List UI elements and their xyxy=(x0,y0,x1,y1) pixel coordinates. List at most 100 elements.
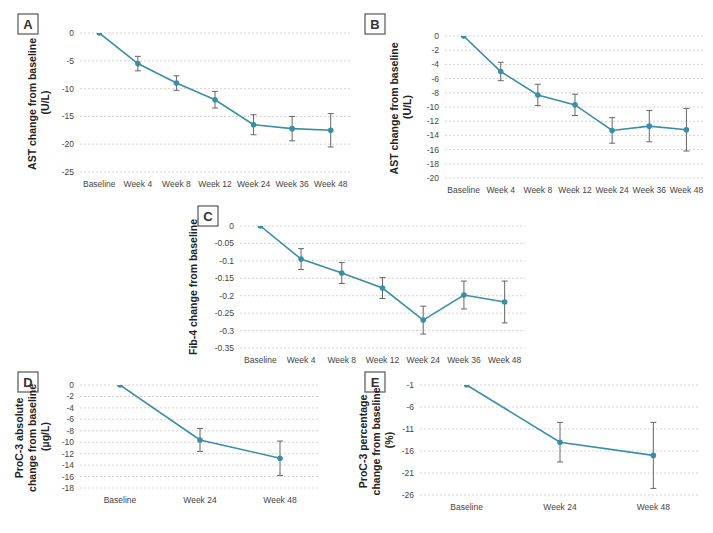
x-tick-label: Week 48 xyxy=(263,495,297,505)
error-bar-cap xyxy=(650,422,656,423)
grid-line xyxy=(240,330,525,331)
x-tick-label: Baseline xyxy=(447,185,480,195)
grid-line xyxy=(420,495,700,496)
x-tick-label: Week 24 xyxy=(595,185,629,195)
error-bar-cap xyxy=(298,269,304,270)
x-tick-label: Week 12 xyxy=(198,179,232,189)
data-point xyxy=(684,127,690,133)
y-axis-label-line: (U/L) xyxy=(401,95,413,119)
grid-line xyxy=(240,260,525,261)
grid-line xyxy=(80,488,320,489)
x-tick-label: Week 36 xyxy=(633,185,667,195)
error-bar-cap xyxy=(328,113,334,114)
y-tick-label: -18 xyxy=(62,483,75,493)
series-line xyxy=(464,36,687,130)
error-bar-cap xyxy=(380,298,386,299)
y-tick-label: -0.35 xyxy=(215,343,235,353)
y-tick-label: -0.15 xyxy=(215,273,235,283)
grid-line xyxy=(80,407,320,408)
data-point xyxy=(174,80,180,86)
error-bar-cap xyxy=(535,105,541,106)
x-tick-label: Baseline xyxy=(244,355,277,365)
y-axis-label-line: (%) xyxy=(383,432,395,448)
y-axis-label-line: AST change from baseline xyxy=(26,35,38,170)
panel-label-box xyxy=(18,14,38,34)
x-tick-label: Week 48 xyxy=(488,355,522,365)
error-bar xyxy=(646,111,652,142)
panel-label: B xyxy=(370,17,379,32)
x-tick-label: Baseline xyxy=(104,495,137,505)
error-bar-cap xyxy=(609,143,615,144)
y-tick-label: -8 xyxy=(431,88,439,98)
error-bar-cap xyxy=(197,451,203,452)
x-tick-label: Week 8 xyxy=(162,179,191,189)
y-axis-label-line: ProC-3 absolute xyxy=(13,395,25,478)
error-bar xyxy=(289,116,295,140)
error-bar-cap xyxy=(535,84,541,85)
plot-area xyxy=(258,226,508,334)
error-bar-cap xyxy=(557,462,563,463)
error-bar-cap xyxy=(461,308,467,309)
grid-line xyxy=(445,92,705,93)
panel: E-1-6-11-16-21-26BaselineWeek 24Week 48P… xyxy=(357,372,700,512)
grid-line xyxy=(240,226,525,227)
error-bar-cap xyxy=(646,110,652,111)
plot-area xyxy=(96,33,333,147)
error-bar-cap xyxy=(328,146,334,147)
y-tick-label: -6 xyxy=(66,414,74,424)
data-point xyxy=(557,439,563,445)
y-tick-label: -0.05 xyxy=(215,238,235,248)
grid-line xyxy=(445,135,705,136)
error-bar-cap xyxy=(173,90,179,91)
data-point xyxy=(646,123,652,129)
panel-label: C xyxy=(203,209,213,224)
error-bar-cap xyxy=(197,428,203,429)
error-bar-cap xyxy=(646,141,652,142)
y-tick-label: -0.2 xyxy=(219,291,234,301)
data-point xyxy=(535,92,541,98)
series-line xyxy=(120,385,280,458)
grid-line xyxy=(445,36,705,37)
data-point xyxy=(464,385,470,388)
error-bar-cap xyxy=(339,283,345,284)
x-tick-label: Week 24 xyxy=(407,355,441,365)
error-bar xyxy=(461,281,467,309)
error-bar-cap xyxy=(339,262,345,263)
y-axis-label-line: Fib-4 change from baseline xyxy=(187,219,199,355)
series-line xyxy=(260,226,504,320)
grid-line xyxy=(445,178,705,179)
grid-line xyxy=(445,149,705,150)
grid-line xyxy=(420,473,700,474)
data-point xyxy=(298,256,304,262)
error-bar-cap xyxy=(212,108,218,109)
grid-line xyxy=(80,172,350,173)
y-tick-label: -15 xyxy=(62,111,75,121)
error-bar-cap xyxy=(420,334,426,335)
x-tick-label: Week 48 xyxy=(670,185,704,195)
x-tick-label: Week 48 xyxy=(637,502,671,512)
data-point xyxy=(502,299,508,305)
y-tick-label: -26 xyxy=(402,490,415,500)
data-point xyxy=(328,128,334,134)
y-tick-label: -6 xyxy=(431,74,439,84)
x-tick-label: Week 24 xyxy=(237,179,271,189)
grid-line xyxy=(80,385,320,386)
data-point xyxy=(339,270,345,276)
series-line xyxy=(99,33,330,130)
error-bar-cap xyxy=(502,322,508,323)
error-bar xyxy=(420,306,426,334)
y-tick-label: -10 xyxy=(427,102,440,112)
y-tick-label: -0.25 xyxy=(215,308,235,318)
error-bar xyxy=(502,281,508,323)
y-axis-label-line: change from baseline xyxy=(370,385,382,496)
x-tick-label: Week 8 xyxy=(327,355,356,365)
figure: A0-5-10-15-20-25BaselineWeek 4Week 8Week… xyxy=(0,0,713,533)
error-bar-cap xyxy=(277,441,283,442)
data-point xyxy=(572,102,578,108)
error-bar-cap xyxy=(557,422,563,423)
data-point xyxy=(651,453,657,459)
error-bar-cap xyxy=(498,62,504,63)
error-bar-cap xyxy=(212,91,218,92)
y-tick-label: 0 xyxy=(69,380,74,390)
grid-line xyxy=(80,465,320,466)
